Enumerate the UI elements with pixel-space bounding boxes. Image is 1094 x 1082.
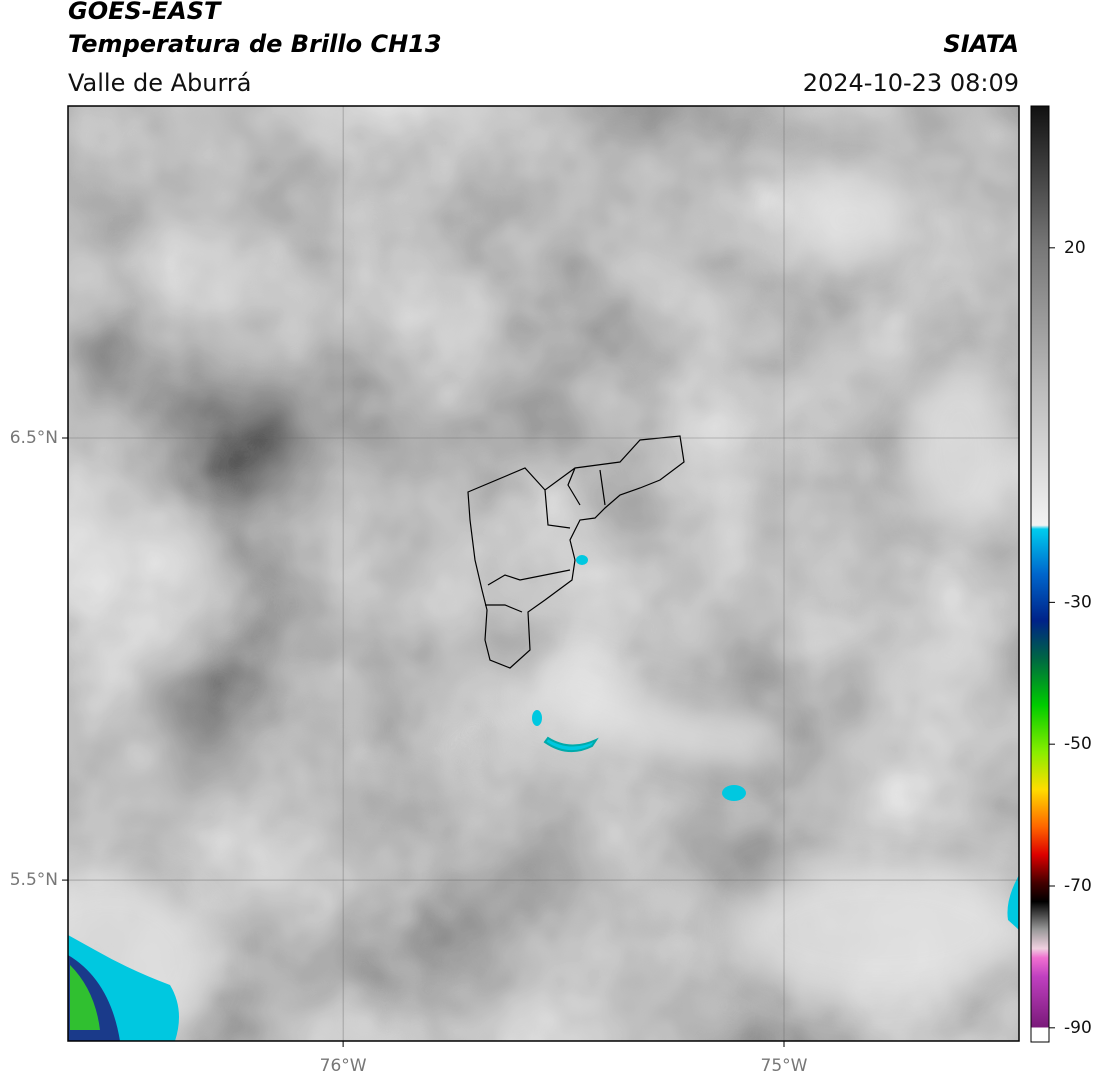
x-tick-label: 76°W: [320, 1056, 367, 1076]
y-tick-label: 6.5°N: [10, 428, 58, 448]
subtitle: Temperatura de Brillo CH13: [68, 30, 442, 58]
region: Valle de Aburrá: [68, 69, 252, 97]
map-image: [68, 106, 1019, 1041]
colorbar-tick-label: -70: [1064, 876, 1092, 896]
x-tick-label: 75°W: [761, 1056, 808, 1076]
datetime: 2024-10-23 08:09: [803, 69, 1019, 97]
y-tick-label: 5.5°N: [10, 870, 58, 890]
colorbar: [1030, 105, 1050, 1043]
colorbar-tick-label: -90: [1064, 1018, 1092, 1038]
source: SIATA: [943, 30, 1019, 58]
colorbar-tick-label: -30: [1064, 592, 1092, 612]
map-frame: [67, 105, 1020, 1042]
colorbar-tick-label: 20: [1064, 238, 1086, 258]
colorbar-tick-label: -50: [1064, 734, 1092, 754]
title: GOES-EAST: [68, 0, 222, 25]
